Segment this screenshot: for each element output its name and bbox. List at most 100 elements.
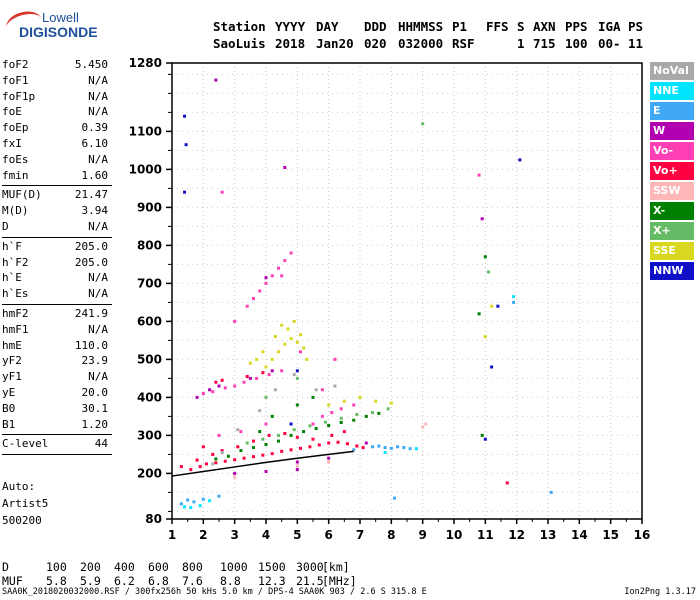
y-tick-label: 700 — [137, 276, 162, 290]
echo-point — [233, 475, 237, 479]
param-separator — [2, 236, 112, 238]
echo-point — [273, 335, 277, 339]
header-value-10: 00- — [598, 36, 621, 51]
echo-point — [302, 346, 306, 350]
x-tick-label: 9 — [418, 528, 426, 542]
echo-point — [264, 281, 268, 285]
echo-point — [289, 433, 293, 437]
echo-point — [270, 414, 274, 418]
echo-point — [186, 498, 190, 502]
param-row: h`F 205.0 — [2, 240, 108, 255]
axis-ticks: 1 2 3 4 5 6 7 8 9 10 11 12 13 14 15 1680200300400500600… — [129, 56, 651, 542]
y-tick-label: 80 — [145, 512, 162, 526]
param-row: hmE 110.0 — [2, 339, 108, 354]
echo-point — [204, 462, 208, 466]
header-value-3: 020 — [364, 36, 387, 51]
echo-point — [183, 190, 187, 194]
echo-point — [214, 457, 218, 461]
echo-point — [223, 459, 227, 463]
param-value: 0.39 — [81, 121, 109, 135]
param-name: hmF2 — [2, 307, 29, 320]
param-value: 21.47 — [74, 188, 108, 202]
echo-point — [330, 411, 334, 415]
echo-point — [421, 122, 425, 126]
echo-point — [361, 446, 365, 450]
echo-point — [220, 451, 224, 454]
x-tick-label: 3 — [230, 528, 238, 542]
param-name: D — [2, 220, 9, 233]
param-value: 3.94 — [81, 204, 109, 218]
echo-point — [330, 433, 334, 437]
echo-point — [183, 114, 187, 118]
echo-point — [377, 444, 381, 448]
echo-point — [342, 399, 346, 403]
param-name: h`F — [2, 239, 22, 253]
legend-item: NNE — [650, 82, 694, 100]
echo-point — [201, 392, 205, 396]
echo-point — [261, 453, 265, 457]
param-row: yF2 23.9 — [2, 354, 108, 369]
echo-point — [345, 442, 349, 446]
param-row: yF1 N/A — [2, 370, 108, 385]
param-row: foF1p N/A — [2, 90, 108, 105]
param-name: foEp — [2, 121, 29, 135]
param-row: fxI 6.10 — [2, 137, 108, 152]
echo-marks — [179, 78, 553, 510]
header-label-7: S — [517, 19, 525, 34]
echo-point — [311, 395, 315, 399]
x-tick-label: 14 — [571, 528, 588, 542]
echo-point — [295, 340, 299, 344]
param-row: foF2 5.450 — [2, 58, 108, 73]
echo-point — [355, 413, 359, 416]
muf-cell: 12.3 — [258, 574, 286, 588]
echo-point — [264, 276, 268, 280]
echo-point — [273, 388, 277, 392]
param-value: 44 — [94, 437, 108, 451]
y-tick-label: 800 — [137, 238, 162, 252]
echo-point — [339, 420, 343, 424]
x-tick-label: 8 — [387, 528, 395, 542]
legend-item: E — [650, 102, 694, 120]
echo-point — [267, 373, 271, 377]
param-row: B0 30.1 — [2, 402, 108, 417]
autoscale-label: Auto: — [2, 480, 36, 493]
echo-point — [305, 357, 309, 361]
y-tick-label: 1000 — [129, 162, 162, 176]
header-label-2: DAY — [316, 19, 339, 34]
echo-point — [201, 445, 205, 449]
x-tick-label: 12 — [508, 528, 525, 542]
echo-point — [195, 458, 199, 462]
echo-point — [267, 433, 271, 437]
echo-point — [189, 506, 193, 510]
echo-point — [389, 401, 393, 405]
echo-point — [245, 375, 249, 378]
echo-point — [298, 333, 302, 337]
header-label-8: AXN — [533, 19, 556, 34]
autoscale-artist: Artist5 — [2, 497, 49, 510]
y-tick-label: 900 — [137, 200, 162, 214]
muf-cell: 600 — [148, 560, 169, 574]
echo-point — [480, 433, 484, 437]
echo-point — [496, 304, 500, 308]
legend-item: W — [650, 122, 694, 140]
echo-point — [251, 446, 255, 450]
echo-point — [251, 297, 255, 301]
legend-item: Vo- — [650, 142, 694, 160]
param-name: foF1p — [2, 89, 36, 103]
echo-point — [327, 460, 331, 464]
echo-point — [264, 395, 268, 399]
param-row: C-level 44 — [2, 437, 108, 452]
header-value-5: RSF — [452, 36, 475, 51]
echo-point — [220, 378, 224, 382]
echo-point — [189, 468, 193, 472]
param-name: yE — [2, 386, 16, 399]
muf-cell: D — [2, 560, 9, 574]
virtual-height-trace — [171, 450, 354, 477]
echo-point — [396, 445, 400, 449]
echo-point — [324, 420, 328, 424]
echo-point — [308, 424, 312, 428]
echo-point — [295, 435, 299, 439]
logo-text-lowell: Lowell — [42, 10, 79, 25]
param-row: hmF1 N/A — [2, 323, 108, 338]
echo-point — [251, 455, 255, 459]
